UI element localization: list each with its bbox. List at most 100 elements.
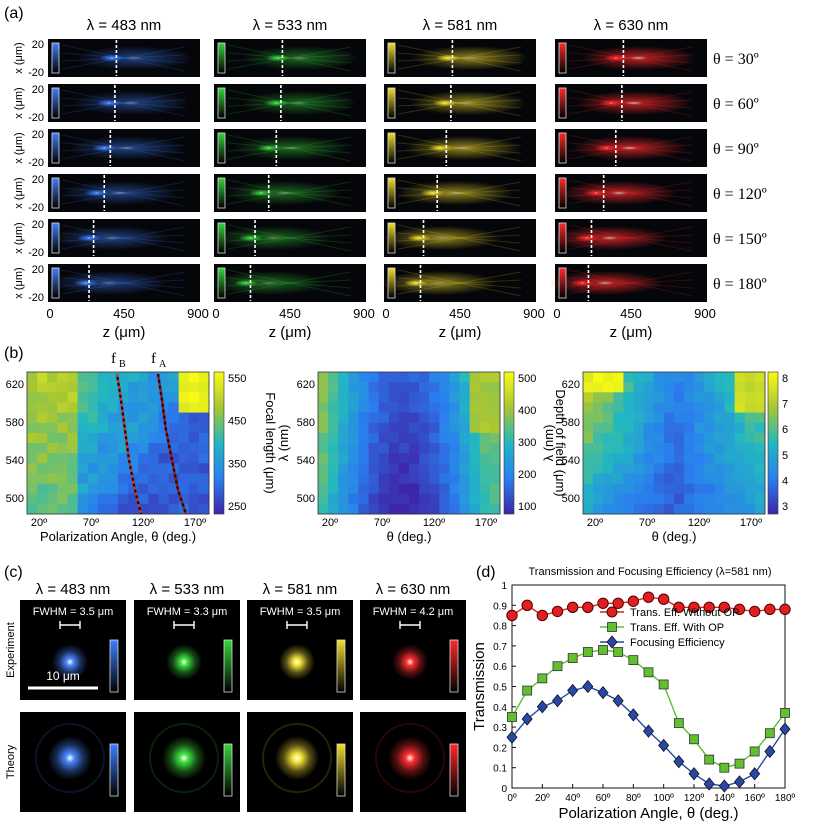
heatmap-cell bbox=[714, 382, 725, 393]
heatmap-cell bbox=[439, 473, 450, 484]
heatmap-cell bbox=[734, 372, 746, 383]
heatmap-cell bbox=[694, 392, 705, 403]
focal-spot bbox=[99, 54, 124, 62]
heatmap-cell bbox=[388, 432, 400, 444]
heatmap-cell bbox=[633, 463, 645, 474]
heatmap-cell bbox=[479, 463, 491, 474]
focal-spot bbox=[406, 234, 432, 242]
y-axis-label-a: x (μm) bbox=[13, 87, 25, 118]
heatmap-cell bbox=[328, 443, 339, 454]
heatmap-cell bbox=[583, 503, 594, 515]
fwhm-bar bbox=[399, 621, 421, 629]
heatmap-cell bbox=[168, 503, 180, 515]
heatmap-cell bbox=[388, 372, 400, 383]
heatmap-cell bbox=[87, 422, 99, 434]
heatmap-cell bbox=[613, 372, 624, 383]
heatmap-cell bbox=[328, 503, 339, 515]
experiment-spot-0: FWHM = 3.5 μm bbox=[20, 600, 126, 700]
data-point bbox=[567, 653, 578, 663]
data-point bbox=[673, 718, 684, 728]
heatmap-cell bbox=[158, 432, 169, 444]
heatmap-cell bbox=[158, 483, 169, 495]
y-axis-label: Transmission bbox=[471, 642, 488, 731]
field-glow bbox=[561, 180, 677, 206]
x-axis-label-a: z (μm) bbox=[439, 324, 482, 341]
heatmap-cell bbox=[449, 412, 460, 424]
heatmap-cell bbox=[439, 453, 450, 464]
heatmap-cell bbox=[57, 463, 68, 474]
focal-trajectory-dash bbox=[115, 373, 143, 515]
focal-spot bbox=[238, 234, 263, 242]
heatmap-cell bbox=[97, 432, 109, 444]
x-tick-a: 450 bbox=[113, 306, 135, 321]
heatmap-cell bbox=[613, 382, 624, 393]
heatmap-cell bbox=[178, 463, 190, 474]
heatmap-cell bbox=[694, 402, 705, 413]
heatmap-cell bbox=[653, 402, 665, 413]
heatmap-cell bbox=[724, 432, 736, 444]
data-point bbox=[506, 609, 518, 622]
heatmap-cell bbox=[603, 422, 614, 434]
colorbar-tick: 3 bbox=[782, 501, 788, 513]
heatmap-cell bbox=[623, 473, 634, 484]
series-0 bbox=[506, 591, 791, 622]
heatmap-cell bbox=[724, 473, 736, 484]
field-glow bbox=[76, 45, 193, 71]
data-point bbox=[612, 597, 624, 609]
heatmap-cell bbox=[358, 382, 369, 393]
heatmap-cell bbox=[67, 432, 78, 444]
heatmap-cell bbox=[744, 443, 756, 454]
data-point bbox=[566, 601, 579, 614]
heatmap-cell bbox=[469, 392, 481, 403]
heatmap-cell bbox=[714, 412, 725, 424]
mini-colorbar bbox=[51, 177, 60, 209]
heatmap-cell bbox=[368, 372, 380, 383]
wavelength-title-a-1: λ = 533 nm bbox=[253, 17, 328, 34]
y-tick-a: -20 bbox=[28, 292, 44, 304]
heatmap-cell bbox=[67, 382, 78, 393]
x-tick-b: 70º bbox=[639, 517, 655, 529]
heatmap-cell bbox=[734, 392, 746, 403]
field-glow bbox=[226, 180, 342, 206]
heatmap-cell bbox=[188, 503, 200, 515]
heatmap-cell bbox=[714, 392, 725, 403]
label-fB: f bbox=[111, 351, 116, 367]
heatmap-cell bbox=[439, 422, 450, 434]
heatmap-cell bbox=[107, 432, 119, 444]
heatmap-cell bbox=[348, 473, 359, 484]
heatmap-cell bbox=[328, 392, 339, 403]
heatmap-cell bbox=[388, 463, 400, 474]
heatmap-cell bbox=[27, 493, 38, 505]
heatmap-cell bbox=[754, 463, 766, 474]
heatmap-cell bbox=[398, 432, 410, 444]
heatmap-cell bbox=[469, 453, 481, 464]
heatmap-cell bbox=[633, 382, 645, 393]
field-map-a-r1-c0 bbox=[48, 84, 200, 122]
heatmap-cell bbox=[704, 372, 715, 383]
mini-colorbar bbox=[109, 639, 119, 693]
heatmap-cell bbox=[643, 422, 655, 434]
heatmap-cell bbox=[168, 493, 180, 505]
heatmap-cell bbox=[613, 503, 624, 515]
y-tick-b: 620 bbox=[562, 379, 580, 391]
y-tick-label: 0.2 bbox=[493, 743, 507, 754]
heatmap-cell bbox=[57, 483, 68, 495]
heatmap-cell bbox=[338, 392, 349, 403]
heatmap-cell bbox=[754, 483, 766, 495]
heatmap-cell bbox=[734, 443, 746, 454]
airy-ring bbox=[262, 723, 332, 793]
heatmap-cell bbox=[633, 473, 645, 484]
data-point bbox=[733, 603, 746, 616]
heatmap-cell bbox=[469, 372, 481, 383]
heatmap-cell bbox=[694, 412, 705, 424]
heatmap-cell bbox=[633, 432, 645, 444]
x-tick-a: 0 bbox=[46, 306, 53, 321]
heatmap-cell bbox=[714, 483, 725, 495]
heatmap-cell bbox=[107, 412, 119, 424]
heatmap-cell bbox=[714, 443, 725, 454]
colorbar-label: Depth of field (μm) bbox=[553, 389, 568, 496]
focal-spot bbox=[428, 144, 453, 152]
heatmap-cell bbox=[338, 463, 349, 474]
focal-spot bbox=[162, 736, 206, 780]
field-map-a-r5-c3 bbox=[547, 264, 707, 302]
